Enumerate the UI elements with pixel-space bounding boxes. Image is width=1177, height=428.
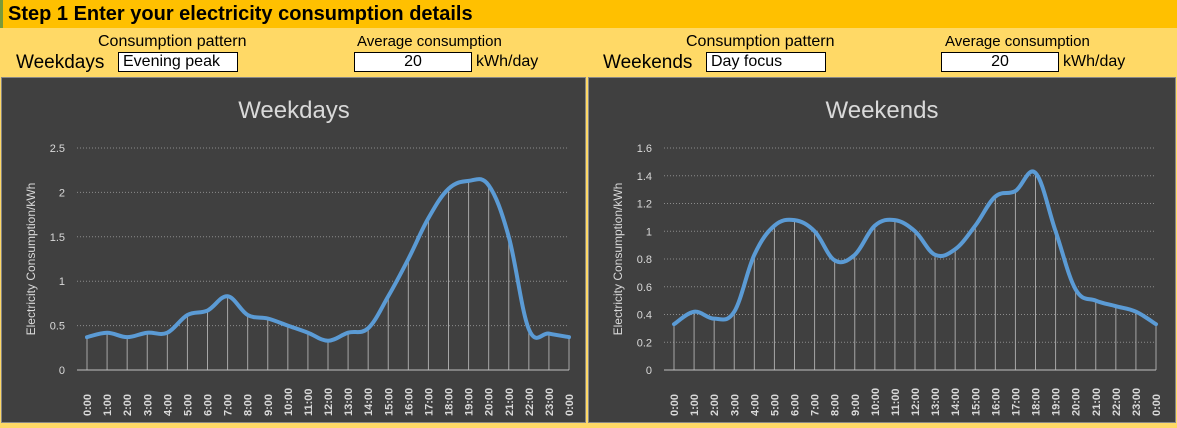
x-tick-label: 9:00 [850,394,862,416]
weekdays-avg-label: Average consumption [357,33,502,50]
x-tick-label: 7:00 [810,394,822,416]
y-tick-label: 2 [59,187,65,199]
weekends-pattern-field[interactable] [706,52,826,72]
x-tick-label: 16:00 [403,388,415,416]
x-tick-label: 6:00 [790,394,802,416]
x-tick-label: 7:00 [223,394,235,416]
x-tick-label: 0:00 [1151,394,1163,416]
x-tick-label: 0:00 [669,394,681,416]
y-tick-label: 0 [59,365,65,377]
series-line [672,169,1158,327]
x-tick-label: 2:00 [709,394,721,416]
x-tick-label: 12:00 [910,388,922,416]
x-tick-label: 8:00 [830,394,842,416]
x-tick-label: 23:00 [544,388,556,416]
x-tick-label: 10:00 [870,388,882,416]
x-tick-label: 6:00 [203,394,215,416]
weekends-avg-field[interactable] [941,52,1059,72]
x-tick-label: 23:00 [1131,388,1143,416]
weekdays-pattern-label: Consumption pattern [98,33,247,50]
y-tick-label: 0.2 [637,337,652,349]
weekdays-unit-label: kWh/day [476,53,539,70]
consumption-controls: Consumption pattern Average consumption … [0,28,1177,76]
x-tick-label: 18:00 [444,388,456,416]
charts-area: Weekdays Electricity Consumption/kWh 0 0.5 1… [0,76,1177,425]
x-tick-label: 13:00 [930,388,942,416]
x-tick-label: 11:00 [890,388,902,416]
x-tick-label: 1:00 [102,394,114,416]
x-tick-label: 21:00 [1091,388,1103,416]
y-tick-label: 0 [646,365,652,377]
y-axis-label: Electricity Consumption/kWh [611,183,625,336]
y-tick-label: 0.6 [637,282,652,294]
series-line [85,177,571,343]
x-tick-label: 21:00 [504,388,516,416]
x-tick-label: 3:00 [729,394,741,416]
chart-title: Weekdays [238,97,350,124]
weekdays-chart: Weekdays Electricity Consumption/kWh 0 0.5 1… [24,97,576,416]
y-tick-label: 0.5 [50,321,65,333]
x-tick-label: 5:00 [769,394,781,416]
weekends-unit-label: kWh/day [1063,53,1126,70]
weekends-chart-panel: Weekends Electricity Consumption/kWh 0 0.2 0… [588,77,1176,423]
x-tick-label: 14:00 [363,388,375,416]
y-tick-label: 1.6 [637,143,652,155]
x-tick-label: 19:00 [464,388,476,416]
weekdays-pattern-field[interactable] [118,52,238,72]
x-tick-label: 5:00 [182,394,194,416]
x-tick-label: 4:00 [749,394,761,416]
x-tick-label: 0:00 [82,394,94,416]
x-tick-label: 15:00 [383,388,395,416]
weekends-pattern-label: Consumption pattern [686,33,835,50]
y-axis-label: Electricity Consumption/kWh [24,183,38,336]
x-tick-label: 13:00 [343,388,355,416]
x-tick-label: 15:00 [970,388,982,416]
x-tick-label: 10:00 [283,388,295,416]
x-tick-label: 22:00 [524,388,536,416]
y-tick-label: 1 [59,276,65,288]
x-tick-label: 1:00 [689,394,701,416]
y-tick-label: 1 [646,226,652,238]
weekends-chart: Weekends Electricity Consumption/kWh 0 0.2 0… [611,97,1163,416]
x-tick-label: 16:00 [990,388,1002,416]
y-tick-label: 0.4 [637,310,652,322]
y-tick-label: 2.5 [50,143,65,155]
x-tick-label: 18:00 [1031,388,1043,416]
weekdays-chart-panel: Weekdays Electricity Consumption/kWh 0 0.5 1… [1,77,586,423]
x-tick-label: 20:00 [484,388,496,416]
x-tick-label: 14:00 [950,388,962,416]
y-tick-label: 0.8 [637,254,652,266]
weekends-avg-label: Average consumption [945,33,1090,50]
x-tick-label: 19:00 [1051,388,1063,416]
y-tick-label: 1.5 [50,232,65,244]
weekdays-row-label: Weekdays [16,52,105,73]
x-tick-label: 0:00 [564,394,576,416]
x-tick-label: 8:00 [243,394,255,416]
y-tick-label: 1.2 [637,199,652,211]
x-tick-label: 17:00 [1010,388,1022,416]
x-tick-label: 11:00 [303,388,315,416]
x-tick-label: 9:00 [263,394,275,416]
x-tick-label: 12:00 [323,388,335,416]
step-title: Step 1 Enter your electricity consumptio… [8,3,473,25]
x-tick-label: 4:00 [162,394,174,416]
weekends-row-label: Weekends [603,52,693,73]
bottom-strip [0,423,1177,428]
step-header: Step 1 Enter your electricity consumptio… [0,0,1177,28]
chart-title: Weekends [826,97,939,124]
x-tick-label: 20:00 [1071,388,1083,416]
x-tick-label: 2:00 [122,394,134,416]
y-tick-label: 1.4 [637,171,652,183]
x-tick-label: 22:00 [1111,388,1123,416]
weekdays-avg-field[interactable] [354,52,472,72]
x-tick-label: 3:00 [142,394,154,416]
x-tick-label: 17:00 [423,388,435,416]
